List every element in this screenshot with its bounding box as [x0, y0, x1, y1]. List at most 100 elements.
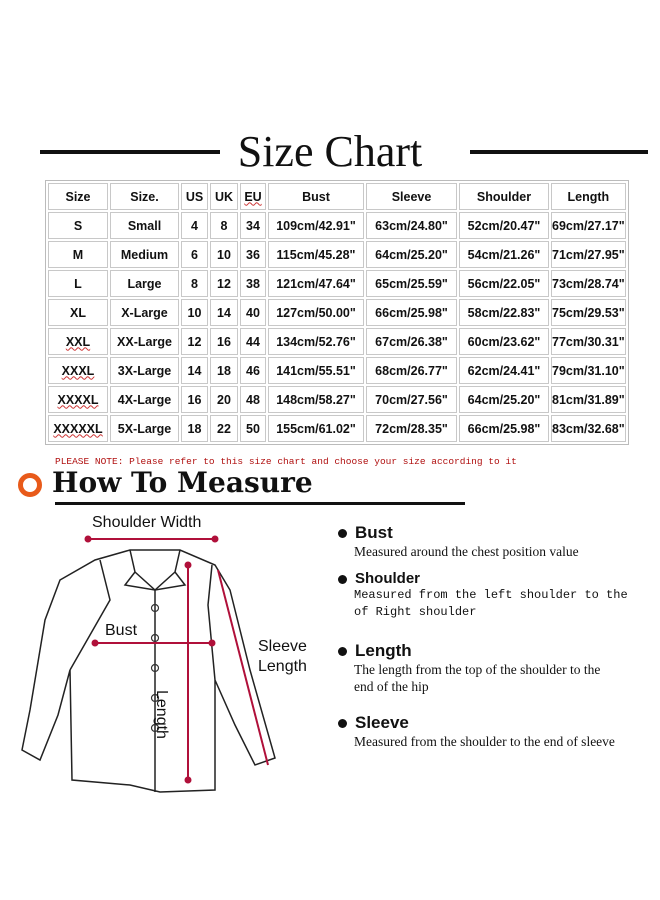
table-cell: 22 [210, 415, 238, 442]
size-note: PLEASE NOTE: Please refer to this size c… [55, 456, 517, 467]
table-cell: 34 [240, 212, 266, 239]
table-cell: 44 [240, 328, 266, 355]
table-cell: 63cm/24.80" [366, 212, 457, 239]
table-cell: 10 [181, 299, 208, 326]
table-cell: 4 [181, 212, 208, 239]
table-row: XXXL 3X-Large 14 18 46 141cm/55.51" 68cm/26.77… [48, 357, 626, 384]
table-cell: 81cm/31.89" [551, 386, 626, 413]
sleeve-length-label: Length [258, 658, 307, 675]
table-cell: 71cm/27.95" [551, 241, 626, 268]
divider [55, 502, 465, 505]
table-cell: 40 [240, 299, 266, 326]
length-label: Length [153, 690, 170, 739]
column-header: Bust [268, 183, 364, 210]
column-header: Size [48, 183, 108, 210]
definition-bust: Bust Measured around the chest position … [338, 523, 579, 560]
definition-desc: Measured around the chest position value [354, 544, 579, 559]
table-cell: M [48, 241, 108, 268]
table-cell: 52cm/20.47" [459, 212, 549, 239]
bust-label: Bust [105, 622, 138, 639]
table-row: XXL XX-Large 12 16 44 134cm/52.76" 67cm/26.38"… [48, 328, 626, 355]
table-cell: 65cm/25.59" [366, 270, 457, 297]
table-cell: 16 [210, 328, 238, 355]
table-cell: 66cm/25.98" [459, 415, 549, 442]
table-cell: 64cm/25.20" [366, 241, 457, 268]
table-cell: 121cm/47.64" [268, 270, 364, 297]
circle-icon [18, 473, 42, 497]
definition-term: Shoulder [338, 570, 628, 587]
column-header: Length [551, 183, 626, 210]
table-cell: XL [48, 299, 108, 326]
column-header: Shoulder [459, 183, 549, 210]
table-cell: 155cm/61.02" [268, 415, 364, 442]
definition-sleeve: Sleeve Measured from the shoulder to the… [338, 713, 618, 750]
table-cell: 10 [210, 241, 238, 268]
table-cell: 50 [240, 415, 266, 442]
table-cell: X-Large [110, 299, 179, 326]
column-header: Size. [110, 183, 179, 210]
table-cell: 64cm/25.20" [459, 386, 549, 413]
table-row: S Small 4 8 34 109cm/42.91" 63cm/24.80" 52cm/20… [48, 212, 626, 239]
table-cell: 16 [181, 386, 208, 413]
table-cell: 62cm/24.41" [459, 357, 549, 384]
table-cell: 127cm/50.00" [268, 299, 364, 326]
table-cell: XXXXL [48, 386, 108, 413]
table-cell: 48 [240, 386, 266, 413]
table-cell: 72cm/28.35" [366, 415, 457, 442]
section-title: How To Measure [52, 466, 313, 499]
definition-term: Sleeve [338, 713, 618, 733]
table-cell: 12 [210, 270, 238, 297]
table-cell: Small [110, 212, 179, 239]
table-cell: 69cm/27.17" [551, 212, 626, 239]
table-cell: 4X-Large [110, 386, 179, 413]
table-cell: 73cm/28.74" [551, 270, 626, 297]
table-cell: 6 [181, 241, 208, 268]
table-cell: 58cm/22.83" [459, 299, 549, 326]
table-cell: L [48, 270, 108, 297]
size-table: Size Size. US UK EU Bust Sleeve Shoulder Length … [45, 180, 629, 445]
table-cell: 83cm/32.68" [551, 415, 626, 442]
table-cell: XXXXXL [48, 415, 108, 442]
table-cell: 18 [181, 415, 208, 442]
table-cell: 8 [210, 212, 238, 239]
definition-desc: Measured from the shoulder to the end of… [354, 734, 615, 749]
table-row: XL X-Large 10 14 40 127cm/50.00" 66cm/25.98" 58… [48, 299, 626, 326]
table-cell: 14 [210, 299, 238, 326]
definition-shoulder: Shoulder Measured from the left shoulder… [338, 570, 628, 621]
definition-desc: The length from the top of the shoulder … [354, 662, 601, 694]
table-cell: 56cm/22.05" [459, 270, 549, 297]
definition-desc: Measured from the left shoulder to the o… [354, 588, 628, 619]
table-cell: 8 [181, 270, 208, 297]
table-row: XXXXXL 5X-Large 18 22 50 155cm/61.02" 72cm/28.… [48, 415, 626, 442]
table-row: L Large 8 12 38 121cm/47.64" 65cm/25.59" 56cm/2… [48, 270, 626, 297]
table-cell: 60cm/23.62" [459, 328, 549, 355]
definition-length: Length The length from the top of the sh… [338, 641, 618, 695]
table-cell: S [48, 212, 108, 239]
table-cell: 18 [210, 357, 238, 384]
sleeve-label: Sleeve [258, 638, 307, 655]
column-header: UK [210, 183, 238, 210]
table-cell: 67cm/26.38" [366, 328, 457, 355]
table-cell: 14 [181, 357, 208, 384]
table-cell: 20 [210, 386, 238, 413]
table-cell: XXL [48, 328, 108, 355]
table-cell: 79cm/31.10" [551, 357, 626, 384]
table-cell: Medium [110, 241, 179, 268]
table-cell: 66cm/25.98" [366, 299, 457, 326]
table-cell: 5X-Large [110, 415, 179, 442]
table-cell: 54cm/21.26" [459, 241, 549, 268]
table-cell: 109cm/42.91" [268, 212, 364, 239]
table-cell: 38 [240, 270, 266, 297]
table-cell: 148cm/58.27" [268, 386, 364, 413]
table-cell: 3X-Large [110, 357, 179, 384]
column-header: Sleeve [366, 183, 457, 210]
definition-term: Length [338, 641, 618, 661]
table-cell: Large [110, 270, 179, 297]
table-cell: XX-Large [110, 328, 179, 355]
definition-term: Bust [338, 523, 579, 543]
shoulder-width-label: Shoulder Width [92, 514, 202, 531]
table-cell: XXXL [48, 357, 108, 384]
table-cell: 68cm/26.77" [366, 357, 457, 384]
table-row: M Medium 6 10 36 115cm/45.28" 64cm/25.20" 54cm/… [48, 241, 626, 268]
shirt-diagram [21, 535, 276, 793]
